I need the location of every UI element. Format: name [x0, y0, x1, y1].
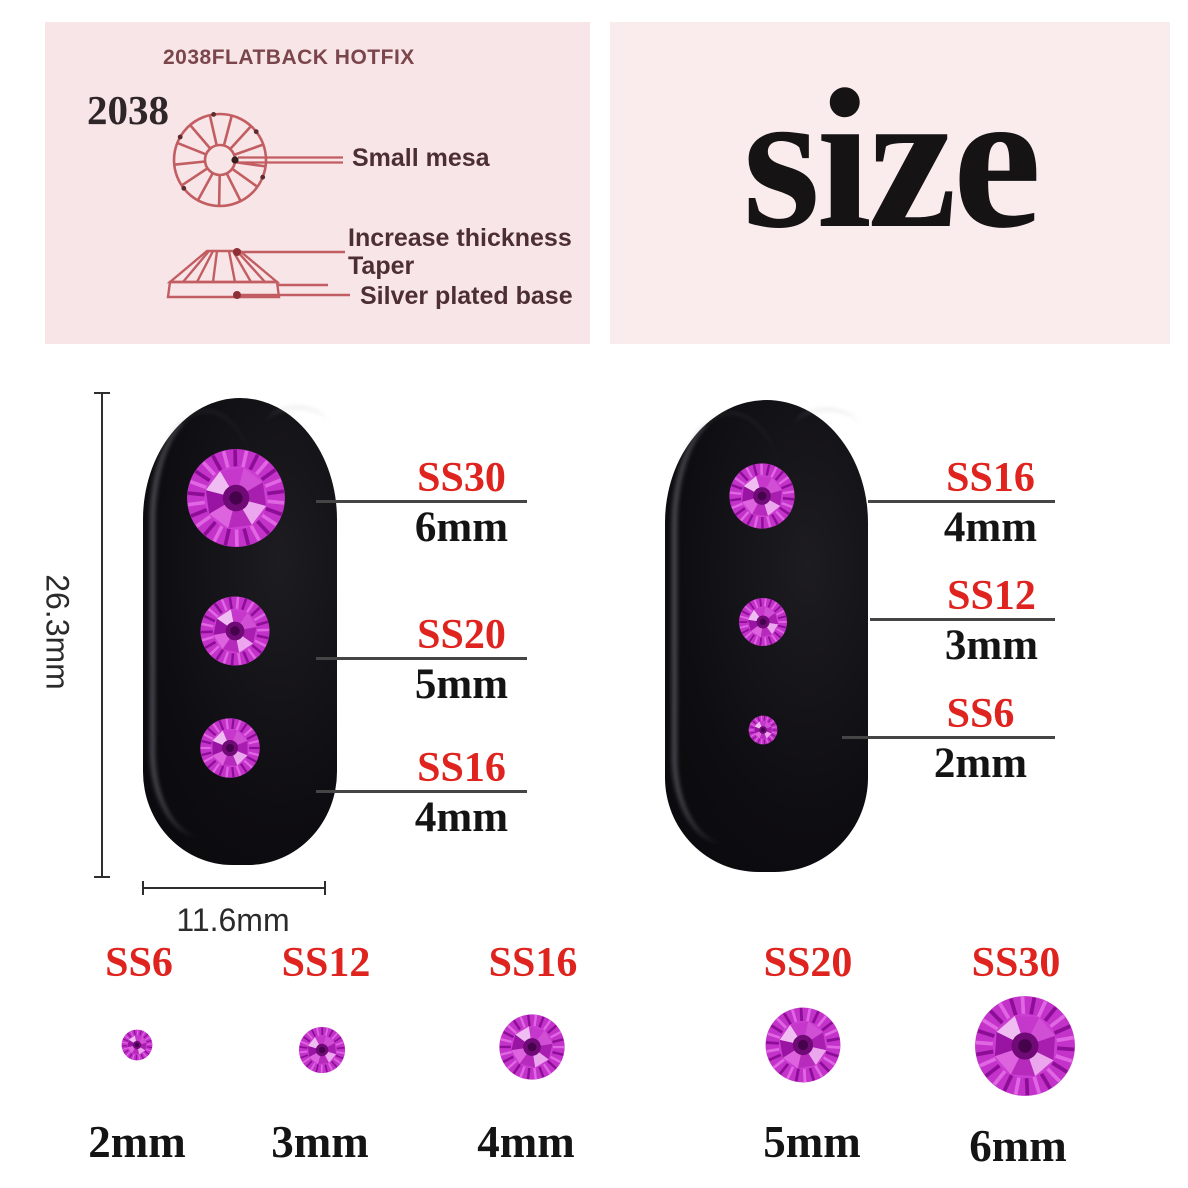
- rhinestone-right-ss12: [739, 598, 787, 646]
- silver-base-dot: [233, 291, 241, 299]
- rhinestone-right-ss6: [748, 715, 778, 745]
- callout-increase-thickness: Increase thickness: [348, 224, 572, 252]
- row-ss-label: SS6: [105, 940, 173, 986]
- rim-dots: [177, 112, 266, 191]
- size-panel-word: size: [742, 49, 1042, 270]
- stone-side-view-diagram: [166, 249, 350, 299]
- callout-right-ss12: SS12 3mm: [870, 574, 1055, 669]
- row-ss-label: SS12: [281, 940, 371, 986]
- width-dimension-line: [143, 887, 325, 889]
- rhinestone-left-ss30: [187, 449, 285, 547]
- callout-mm-label: 6mm: [414, 504, 509, 551]
- rhinestone-row-ss16: [499, 1014, 565, 1080]
- callout-right-ss6: SS6 2mm: [842, 692, 1055, 787]
- height-dimension-cap-top: [94, 392, 110, 394]
- height-dimension-line: [101, 393, 103, 878]
- row-mm-label: 2mm: [88, 1117, 186, 1167]
- size-panel: size: [610, 22, 1170, 344]
- row-mm-label: 6mm: [969, 1121, 1067, 1171]
- height-dimension-label: 26.3mm: [39, 574, 76, 690]
- rhinestone-left-ss20: [200, 596, 270, 666]
- callout-mm-label: 4mm: [943, 504, 1038, 551]
- callout-ss-label: SS16: [868, 456, 1055, 503]
- callout-ss-label: SS20: [316, 613, 527, 660]
- callout-left-ss30: SS30 6mm: [316, 456, 527, 551]
- callout-mm-label: 2mm: [933, 740, 1028, 787]
- rhinestone-left-ss16: [200, 718, 260, 778]
- row-mm-label: 4mm: [477, 1117, 575, 1167]
- rhinestone-row-ss12: [298, 1026, 346, 1074]
- callout-ss-label: SS16: [316, 746, 527, 793]
- callout-mm-label: 4mm: [414, 794, 509, 841]
- callout-ss-label: SS12: [870, 574, 1055, 621]
- stone-diagram: [166, 112, 350, 299]
- callout-ss-label: SS30: [316, 456, 527, 503]
- small-mesa-dot: [231, 156, 239, 164]
- callout-mm-label: 3mm: [944, 622, 1039, 669]
- rhinestone-row-ss6: [121, 1029, 153, 1061]
- height-dimension-cap-bottom: [94, 876, 110, 878]
- callout-mm-label: 5mm: [414, 661, 509, 708]
- row-mm-label: 5mm: [763, 1117, 861, 1167]
- width-dimension-cap-right: [324, 881, 326, 895]
- row-ss-label: SS16: [488, 940, 578, 986]
- callout-right-ss16: SS16 4mm: [868, 456, 1055, 551]
- model-number: 2038: [87, 87, 169, 133]
- width-dimension-cap-left: [142, 881, 144, 895]
- width-dimension-label: 11.6mm: [176, 902, 290, 938]
- row-ss-label: SS30: [971, 940, 1061, 986]
- callout-silver-base: Silver plated base: [360, 282, 573, 310]
- row-ss-label: SS20: [763, 940, 853, 986]
- row-mm-label: 3mm: [271, 1117, 369, 1167]
- callout-ss-label: SS6: [842, 692, 1055, 739]
- increase-thickness-dot: [233, 248, 241, 256]
- rhinestone-right-ss16: [729, 463, 795, 529]
- stone-top-view-diagram: [172, 112, 343, 208]
- info-panel: 2038FLATBACK HOTFIX 2038: [45, 22, 590, 344]
- info-panel-title: 2038FLATBACK HOTFIX: [163, 46, 415, 69]
- callout-left-ss20: SS20 5mm: [316, 613, 527, 708]
- rhinestone-row-ss20: [765, 1007, 841, 1083]
- callout-taper: Taper: [348, 252, 415, 280]
- callout-small-mesa: Small mesa: [352, 144, 490, 172]
- rhinestone-row-ss30: [975, 996, 1075, 1096]
- callout-left-ss16: SS16 4mm: [316, 746, 527, 841]
